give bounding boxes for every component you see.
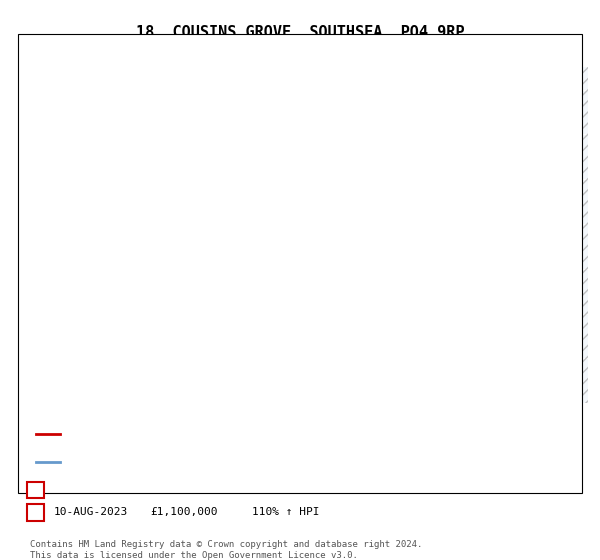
Text: HPI: Average price, detached house, Portsmouth: HPI: Average price, detached house, Port… <box>66 457 353 467</box>
Text: 18, COUSINS GROVE, SOUTHSEA, PO4 9RP: 18, COUSINS GROVE, SOUTHSEA, PO4 9RP <box>136 25 464 40</box>
Text: 1: 1 <box>379 241 386 254</box>
Bar <box>555 67 588 403</box>
Text: 10-AUG-2023: 10-AUG-2023 <box>54 507 128 517</box>
Text: Price paid vs. HM Land Registry's House Price Index (HPI): Price paid vs. HM Land Registry's House … <box>97 39 503 52</box>
Text: 18, COUSINS GROVE, SOUTHSEA, PO4 9RP (detached house): 18, COUSINS GROVE, SOUTHSEA, PO4 9RP (de… <box>66 429 397 439</box>
Text: £640,000: £640,000 <box>150 485 204 495</box>
Bar <box>555 67 588 403</box>
Text: 1: 1 <box>32 485 39 495</box>
Text: 30-MAY-2013: 30-MAY-2013 <box>54 485 128 495</box>
Text: 110% ↑ HPI: 110% ↑ HPI <box>252 507 320 517</box>
Text: 2: 2 <box>545 138 553 151</box>
Text: Contains HM Land Registry data © Crown copyright and database right 2024.
This d: Contains HM Land Registry data © Crown c… <box>30 540 422 560</box>
Text: £1,100,000: £1,100,000 <box>150 507 218 517</box>
Text: 120% ↑ HPI: 120% ↑ HPI <box>252 485 320 495</box>
Text: 2: 2 <box>32 507 39 517</box>
